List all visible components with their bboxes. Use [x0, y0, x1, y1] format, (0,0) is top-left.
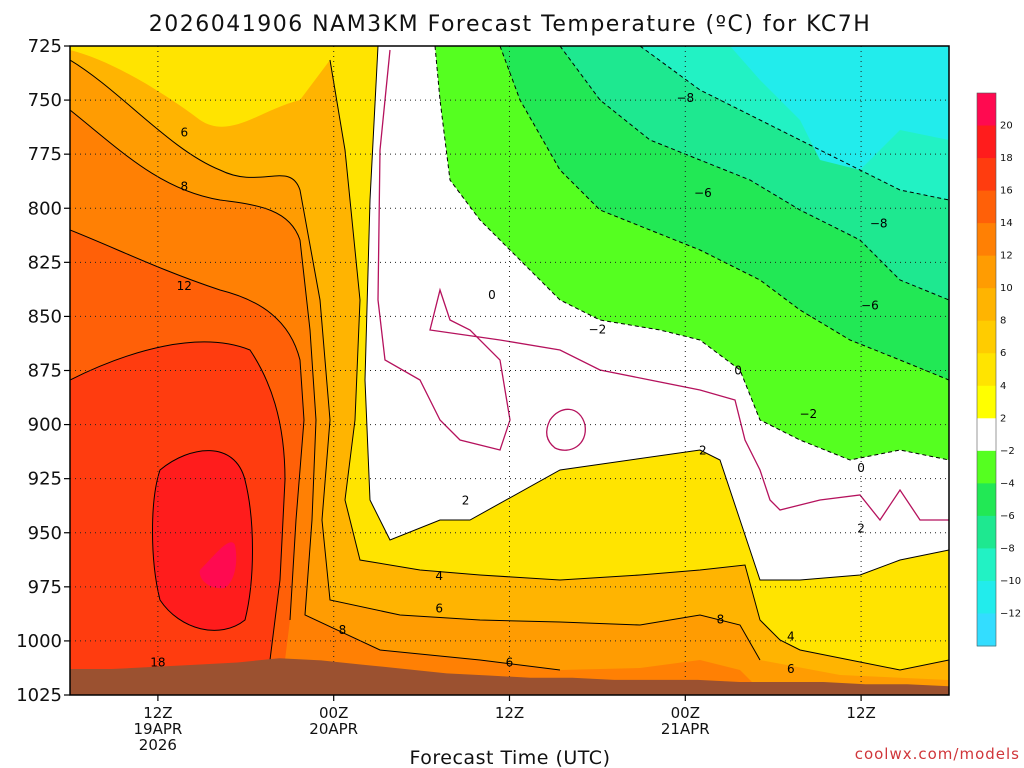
isotherm-label: 0 [857, 461, 865, 475]
isotherm-label: 6 [506, 656, 514, 670]
isotherm-lines-dashed [434, 46, 949, 461]
plot-area: 6 8 12 18 8 6 4 6 2 0 −2 2 0 8 4 6 −2 −6 −8 −8 −6 0 2 [70, 46, 949, 695]
isotherm-label: 0 [488, 288, 496, 302]
x-tick-label: 20APR [309, 720, 358, 738]
isotherm-label: 6 [180, 126, 188, 140]
colorbar-tick-label: 10 [1000, 283, 1013, 294]
temp-band-minus12to-10 [730, 46, 949, 170]
zero-isotherm [377, 49, 949, 522]
colorbar-swatch [977, 223, 996, 257]
y-tick-label: 775 [28, 144, 62, 165]
y-tick-label: 900 [28, 415, 62, 436]
isotherm-label: 12 [177, 279, 192, 293]
chart-title: 2026041906 NAM3KM Forecast Temperature (… [149, 12, 872, 37]
colorbar: 20 18 16 14 12 10 8 6 4 2 −2 −4 −6 −8 −10 −12 [976, 92, 1021, 647]
isotherm-label: −6 [861, 299, 879, 313]
isotherm-lines [70, 46, 949, 671]
isotherm-label: 8 [717, 612, 725, 626]
colorbar-swatch [977, 125, 996, 159]
x-tick-label: 19APR [133, 720, 182, 738]
y-axis: 725 750 775 800 825 850 875 900 925 950 975 1000 102… [16, 36, 70, 706]
y-tick-label: 975 [28, 577, 62, 598]
isotherm-label: −8 [676, 91, 694, 105]
colorbar-tick-label: −10 [1000, 576, 1021, 587]
colorbar-tick-label: 12 [1000, 251, 1013, 262]
colorbar-swatch [977, 548, 996, 582]
colorbar-tick-label: −2 [1000, 446, 1015, 457]
colorbar-swatch [977, 320, 996, 354]
isotherm-label: 0 [734, 364, 742, 378]
colorbar-tick-label: −4 [1000, 478, 1015, 489]
colorbar-swatch [977, 255, 996, 289]
colorbar-swatch [977, 515, 996, 549]
temp-band-16to18 [152, 450, 253, 631]
x-tick-label: 21APR [661, 720, 710, 738]
isotherm-label: 6 [787, 662, 795, 676]
colorbar-swatch [977, 483, 996, 517]
x-axis-label: Forecast Time (UTC) [410, 747, 611, 768]
colorbar-swatch [977, 450, 996, 484]
colorbar-frame [976, 92, 997, 647]
colorbar-swatch [977, 613, 996, 647]
x-tick-label: 00Z [671, 704, 700, 722]
isotherm-label: 4 [435, 569, 443, 583]
colorbar-swatch [977, 93, 996, 127]
isotherm-label: −2 [589, 322, 607, 336]
y-tick-label: 1000 [16, 631, 62, 652]
isotherm-label: 8 [339, 623, 347, 637]
colorbar-tick-label: 6 [1000, 348, 1006, 359]
colorbar-tick-label: 2 [1000, 413, 1006, 424]
colorbar-swatch [977, 190, 996, 224]
isotherm-label: −8 [870, 216, 888, 230]
y-tick-label: 825 [28, 252, 62, 273]
credit-text: coolwx.com/models [855, 745, 1020, 763]
colorbar-swatch [977, 418, 996, 452]
terrain [70, 658, 949, 695]
y-tick-label: 850 [28, 306, 62, 327]
temp-band-18to20 [199, 542, 237, 589]
x-tick-label: 12Z [143, 704, 172, 722]
isotherm-label: 18 [150, 656, 165, 670]
isotherm-label: −6 [694, 186, 712, 200]
colorbar-tick-label: 14 [1000, 218, 1013, 229]
colorbar-swatch [977, 580, 996, 614]
colorbar-tick-label: 18 [1000, 153, 1013, 164]
gridlines [70, 46, 949, 695]
colorbar-tick-label: −12 [1000, 608, 1021, 619]
colorbar-tick-label: −8 [1000, 543, 1015, 554]
colorbar-swatch [977, 353, 996, 387]
y-tick-label: 800 [28, 198, 62, 219]
colorbar-tick-label: 4 [1000, 381, 1006, 392]
x-tick-label: 12Z [846, 704, 875, 722]
y-tick-label: 1025 [16, 685, 62, 706]
isotherm-label: 4 [787, 630, 795, 644]
x-tick-label: 12Z [495, 704, 524, 722]
isotherm-label: −2 [800, 407, 818, 421]
y-tick-label: 750 [28, 90, 62, 111]
isotherm-label: 2 [462, 493, 470, 507]
isotherm-label: 2 [699, 444, 707, 458]
isotherm-labels: 6 8 12 18 8 6 4 6 2 0 −2 2 0 8 4 6 −2 −6 −8 −8 −6 0 2 [150, 91, 887, 676]
x-tick-label: 00Z [319, 704, 348, 722]
x-tick-label: 2026 [139, 736, 177, 754]
colorbar-tick-label: 8 [1000, 316, 1006, 327]
colorbar-swatch [977, 158, 996, 192]
isotherm-label: 6 [435, 601, 443, 615]
y-tick-label: 875 [28, 361, 62, 382]
y-tick-label: 725 [28, 36, 62, 57]
colorbar-swatch [977, 288, 996, 322]
isotherm-label: 8 [180, 180, 188, 194]
isotherm-label: 2 [857, 521, 865, 535]
y-tick-label: 950 [28, 523, 62, 544]
y-tick-label: 925 [28, 469, 62, 490]
colorbar-tick-label: 20 [1000, 121, 1013, 132]
colorbar-tick-label: −6 [1000, 511, 1015, 522]
colorbar-swatch [977, 385, 996, 419]
colorbar-tick-label: 16 [1000, 186, 1013, 197]
